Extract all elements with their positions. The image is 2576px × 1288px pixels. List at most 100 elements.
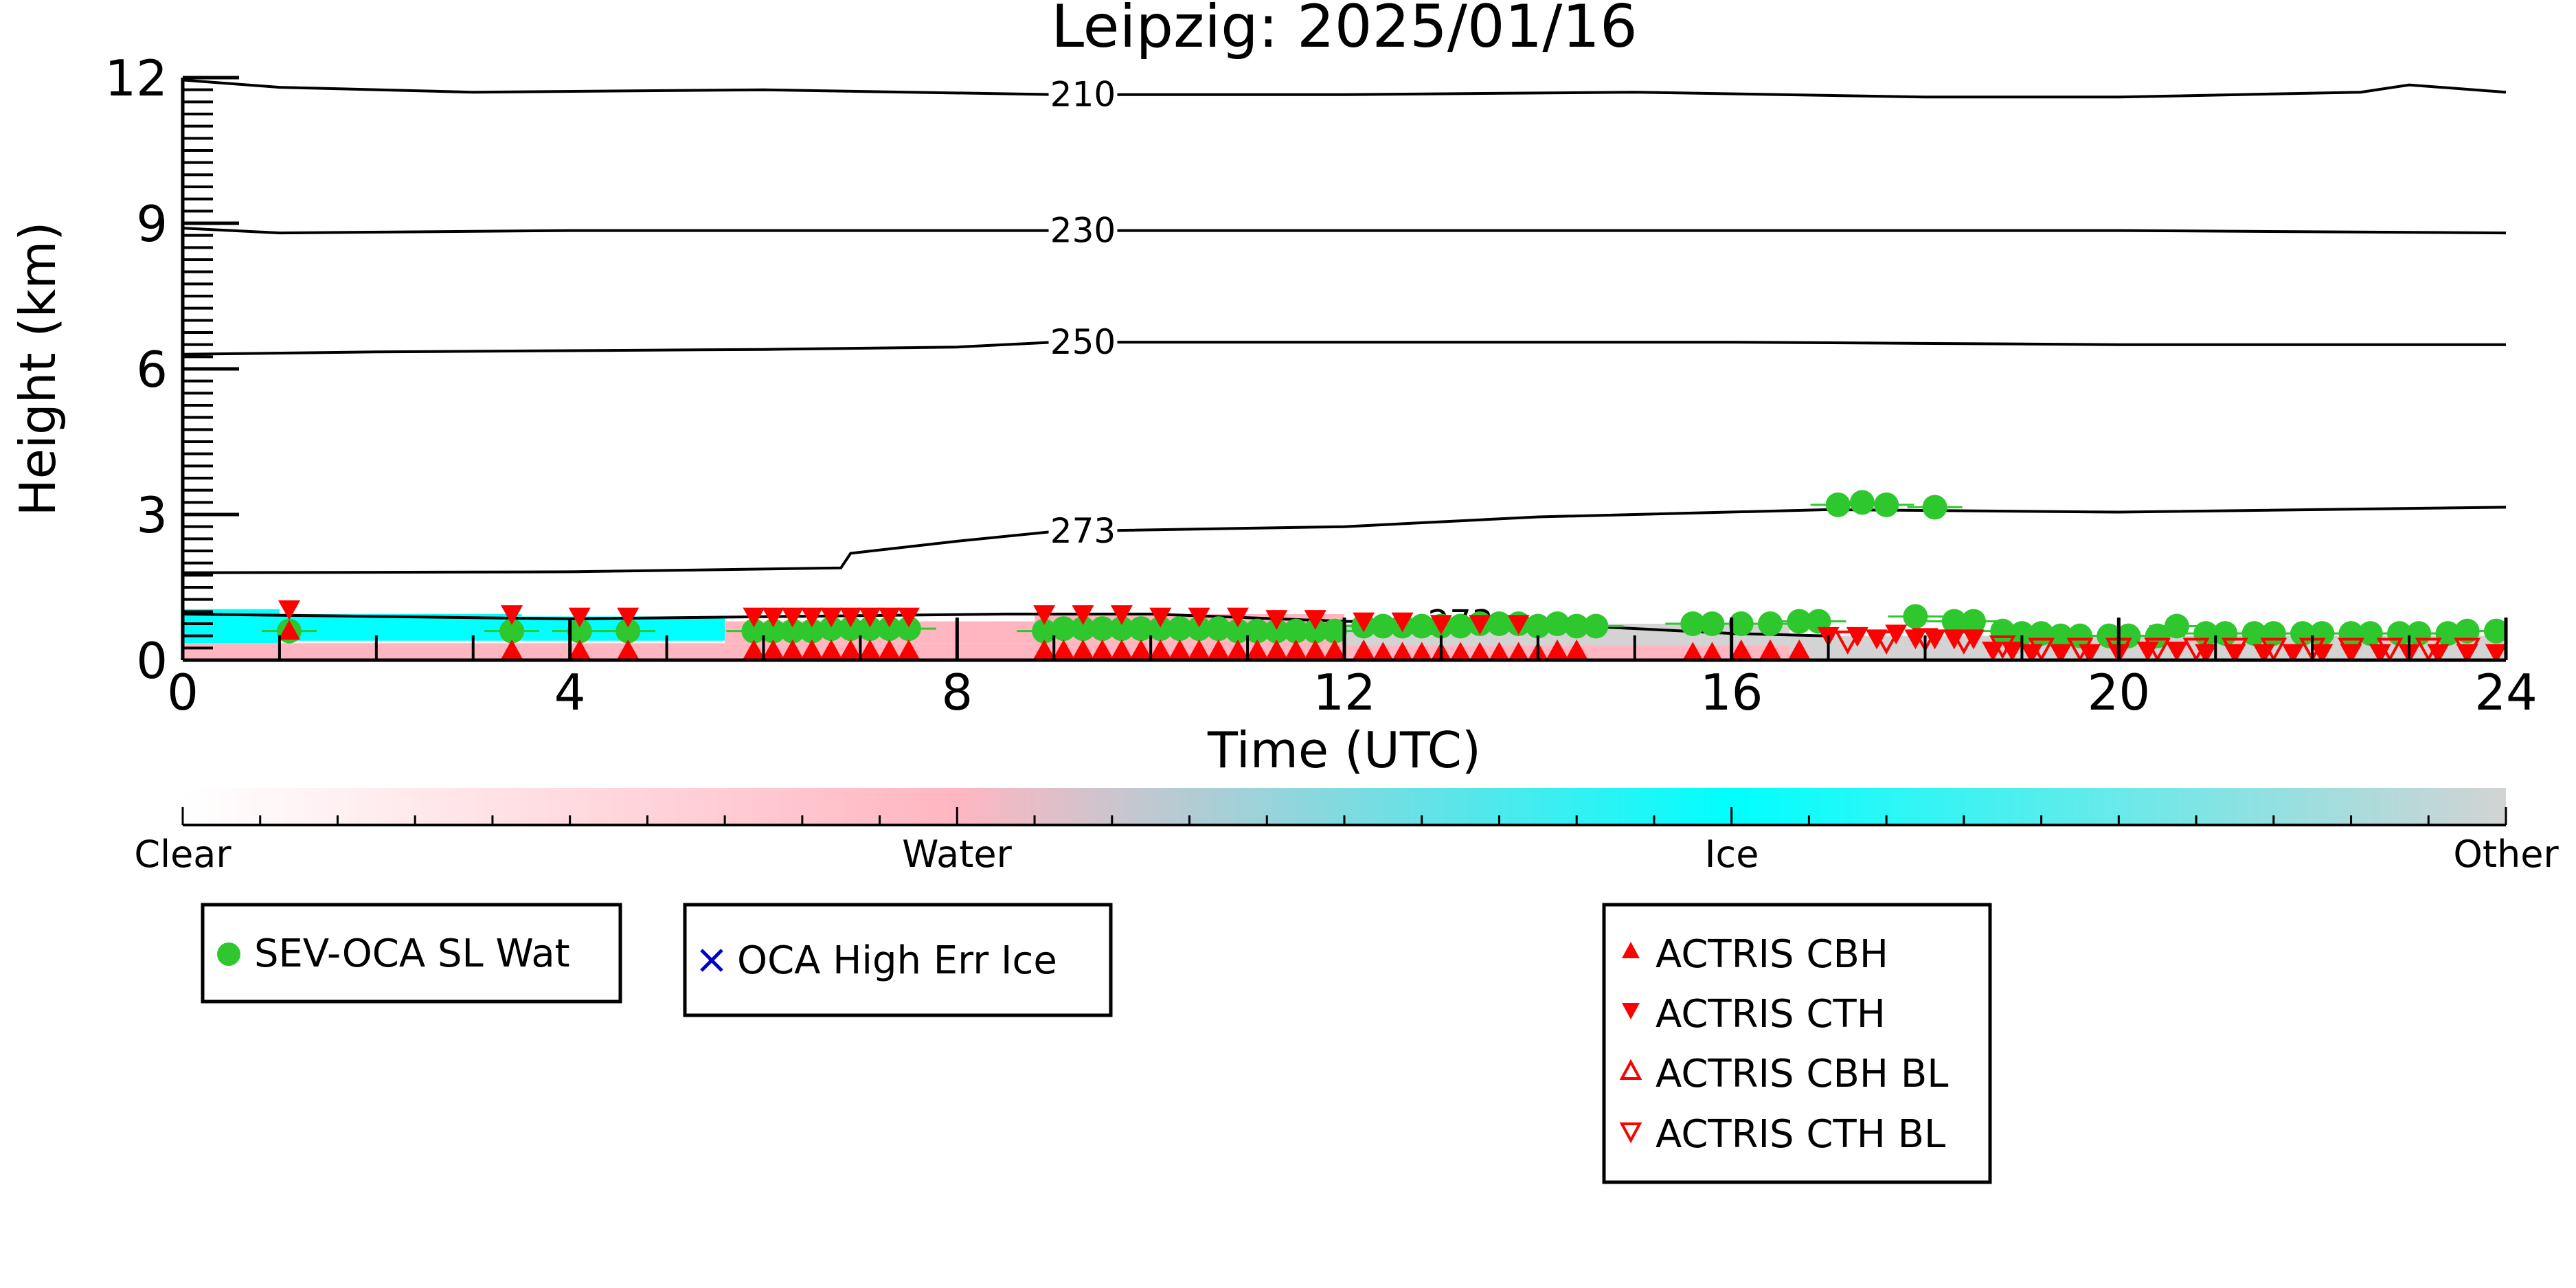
marker-actris-cth-bl	[2415, 637, 2442, 660]
contour-label-250: 250	[1050, 322, 1116, 362]
marker-sev-oca-sl-wat	[1206, 616, 1231, 642]
marker-actris-cth	[1866, 629, 1888, 650]
marker-actris-cbh	[1788, 639, 1811, 659]
marker-actris-cth	[2252, 644, 2275, 660]
marker-actris-cth	[762, 607, 784, 628]
marker-actris-cth-bl	[1834, 630, 1862, 655]
marker-sev-oca-sl-wat	[2067, 623, 2092, 648]
marker-sev-oca-sl-wat	[2358, 621, 2383, 646]
marker-actris-cth	[1188, 607, 1210, 628]
legend-sev-oca: SEV-OCA SL Wat	[201, 903, 622, 1004]
chart-title: Leipzig: 2025/01/16	[1051, 0, 1637, 61]
marker-actris-cbh	[1566, 639, 1588, 659]
x-tick-label: 8	[941, 664, 973, 721]
marker-actris-cbh	[1168, 639, 1191, 659]
marker-actris-cbh	[1508, 642, 1529, 660]
marker-actris-cth	[2165, 642, 2188, 660]
marker-sev-oca-sl-wat	[1903, 604, 1928, 629]
marker-sev-oca-sl-wat	[1922, 495, 1947, 520]
marker-actris-cth	[2136, 642, 2159, 660]
marker-actris-cbh	[762, 639, 784, 659]
marker-sev-oca-sl-wat	[1825, 492, 1851, 517]
marker-actris-cth	[1072, 605, 1094, 625]
marker-actris-cbh	[1546, 639, 1569, 659]
marker-sev-oca-sl-wat	[1525, 613, 1550, 639]
marker-actris-cth-bl	[2454, 637, 2481, 660]
marker-actris-cbh	[878, 639, 901, 659]
marker-actris-cbh	[1323, 639, 1346, 659]
marker-actris-cth-bl	[2222, 637, 2248, 660]
marker-sev-oca-sl-wat	[2454, 618, 2480, 644]
legend-actris: ACTRIS CBH ACTRIS CTH ACTRIS CBH BL ACTR…	[1602, 903, 1992, 1184]
legend-marker-actris-cth	[1622, 1003, 1640, 1019]
contour-line-230	[183, 227, 2506, 235]
marker-actris-cth	[839, 607, 862, 628]
x-tick-label: 24	[2474, 664, 2538, 721]
y-tick-label: 6	[136, 341, 168, 398]
y-tick-label: 9	[136, 195, 168, 253]
marker-sev-oca-sl-wat	[567, 618, 592, 644]
colorbar-label-ice: Ice	[1705, 833, 1759, 876]
marker-actris-cth	[1430, 615, 1452, 635]
contour-label-bg	[1048, 325, 1118, 360]
marker-actris-cbh	[800, 639, 823, 659]
legend-label-actris-cbh-bl: ACTRIS CBH BL	[1656, 1052, 1948, 1096]
phase-colorbar: Clear Water Ice Other	[134, 788, 2559, 876]
marker-actris-cbh	[1759, 639, 1782, 659]
marker-actris-cbh	[897, 639, 920, 659]
legend-label-sev-oca-sl-wat: SEV-OCA SL Wat	[254, 931, 570, 976]
marker-sev-oca-sl-wat	[1448, 613, 1473, 639]
marker-actris-cth-bl	[2144, 637, 2171, 660]
marker-layer	[262, 490, 2506, 660]
marker-sev-oca-sl-wat	[2164, 613, 2189, 639]
legend-marker-actris-cbh-bl	[1619, 1059, 1642, 1080]
marker-actris-cth	[501, 605, 523, 625]
marker-actris-cth	[1353, 612, 1375, 633]
marker-actris-cth	[1110, 605, 1133, 625]
marker-actris-cth	[743, 607, 765, 628]
marker-actris-cbh	[501, 639, 523, 659]
colorbar-label-other: Other	[2453, 833, 2559, 876]
marker-actris-cth	[859, 607, 881, 628]
marker-actris-cbh	[1450, 642, 1471, 660]
marker-actris-cbh	[1411, 642, 1432, 660]
contour-line-250	[183, 341, 2506, 356]
marker-actris-cbh	[781, 639, 804, 659]
temperature-contours: 210230250273273	[183, 78, 2506, 643]
marker-actris-cth	[1149, 607, 1172, 628]
marker-actris-cth	[1943, 629, 1965, 650]
marker-actris-cth	[1265, 610, 1288, 630]
marker-sev-oca-sl-wat	[896, 616, 921, 642]
contour-line-273	[183, 506, 2506, 574]
marker-actris-cbh	[820, 639, 843, 659]
marker-actris-cbh	[1730, 639, 1752, 659]
marker-sev-oca-sl-wat	[799, 618, 824, 644]
contour-label-bg	[1048, 213, 1118, 248]
marker-actris-cbh	[1149, 639, 1172, 659]
marker-actris-cbh	[1285, 639, 1307, 659]
marker-actris-cth-bl	[2376, 637, 2404, 660]
legend-label-oca-high-err-ice: OCA High Err Ice	[737, 938, 1057, 983]
marker-actris-cth	[2079, 644, 2101, 660]
marker-actris-cth	[568, 607, 591, 628]
x-tick-label: 12	[1313, 664, 1376, 721]
marker-actris-cbh	[1072, 639, 1094, 659]
marker-actris-cth-bl	[1873, 630, 1900, 655]
x-axis-label: Time (UTC)	[1207, 721, 1481, 779]
marker-actris-cth	[878, 607, 901, 628]
legend-marker-sev-oca-sl-wat	[217, 942, 240, 966]
marker-actris-cbh	[1392, 642, 1413, 660]
contour-label-bg	[1048, 514, 1118, 549]
marker-actris-cbh	[1052, 639, 1075, 659]
legend-label-actris-cth: ACTRIS CTH	[1656, 992, 1886, 1037]
y-tick-label: 0	[136, 632, 168, 690]
marker-sev-oca-sl-wat	[1758, 611, 1783, 636]
marker-sev-oca-sl-wat	[2483, 618, 2506, 644]
marker-sev-oca-sl-wat	[1849, 490, 1875, 515]
marker-actris-cth	[1033, 605, 1056, 625]
marker-actris-cbh	[1246, 639, 1269, 659]
y-tick-label: 12	[104, 49, 168, 107]
colorbar-label-clear: Clear	[134, 833, 231, 876]
marker-actris-cbh	[1207, 639, 1230, 659]
marker-actris-cth-bl	[2182, 637, 2210, 660]
